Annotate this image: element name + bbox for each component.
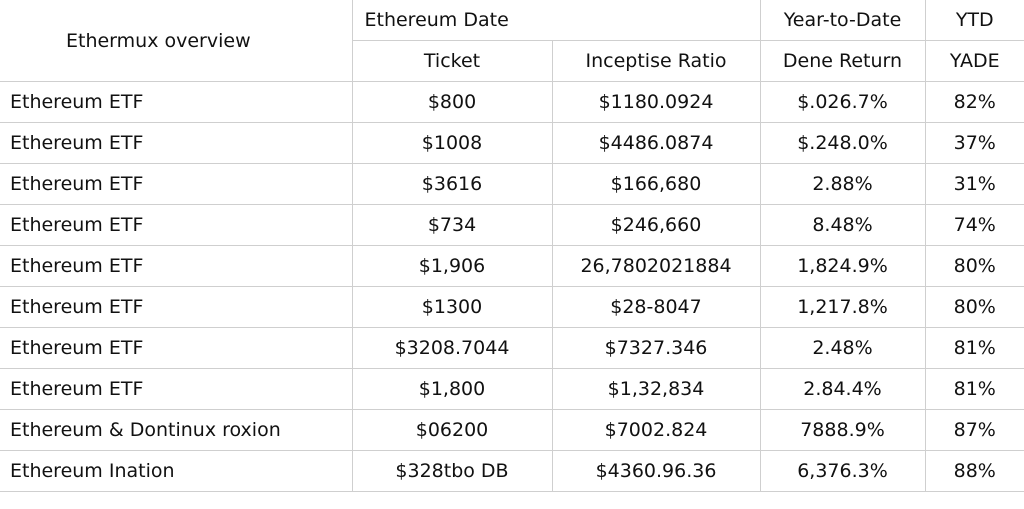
cell: $166,680 [551, 163, 761, 205]
cell: $1,800 [351, 368, 553, 410]
cell: 1,824.9% [759, 245, 926, 287]
table-row: Ethereum ETF $1300 $28-8047 1,217.8% 80% [0, 286, 1024, 328]
row-label: Ethereum & Dontinux roxion [0, 409, 353, 451]
cell: $734 [351, 204, 553, 246]
row-label: Ethereum Ination [0, 450, 353, 492]
cell: 81% [924, 368, 1024, 410]
cell: $7327.346 [551, 327, 761, 369]
table-row: Ethereum ETF $3616 $166,680 2.88% 31% [0, 163, 1024, 205]
group-header: Ethereum Date [351, 0, 761, 41]
row-label: Ethereum ETF [0, 163, 353, 205]
table-title: Ethermux overview [0, 0, 353, 82]
cell: 31% [924, 163, 1024, 205]
cell: $4486.0874 [551, 122, 761, 164]
cell: 82% [924, 81, 1024, 123]
row-label: Ethereum ETF [0, 327, 353, 369]
cell: $3208.7044 [351, 327, 553, 369]
cell: 74% [924, 204, 1024, 246]
row-label: Ethereum ETF [0, 81, 353, 123]
cell: $.026.7% [759, 81, 926, 123]
overview-table: Ethermux overview Ethereum Date Year-to-… [0, 0, 1024, 492]
row-label: Ethereum ETF [0, 122, 353, 164]
cell: $328tbo DB [351, 450, 553, 492]
cell: 87% [924, 409, 1024, 451]
table-row: Ethereum ETF $3208.7044 $7327.346 2.48% 81% [0, 327, 1024, 369]
row-label: Ethereum ETF [0, 286, 353, 328]
table-row: Ethereum Ination $328tbo DB $4360.96.36 6,3… [0, 450, 1024, 492]
cell: $.248.0% [759, 122, 926, 164]
table-row: Ethereum ETF $734 $246,660 8.48% 74% [0, 204, 1024, 246]
cell: 80% [924, 245, 1024, 287]
cell: $800 [351, 81, 553, 123]
group-header: Year-to-Date [759, 0, 926, 41]
table-row: Ethereum ETF $1,800 $1,32,834 2.84.4% 81% [0, 368, 1024, 410]
cell: $1,32,834 [551, 368, 761, 410]
cell: 2.84.4% [759, 368, 926, 410]
cell: 6,376.3% [759, 450, 926, 492]
cell: 8.48% [759, 204, 926, 246]
table-row: Ethereum ETF $1008 $4486.0874 $.248.0% 37% [0, 122, 1024, 164]
cell: 80% [924, 286, 1024, 328]
table-header: Ethermux overview Ethereum Date Year-to-… [0, 0, 1024, 82]
column-header: Ticket [352, 40, 553, 82]
cell: $1008 [351, 122, 553, 164]
row-label: Ethereum ETF [0, 368, 353, 410]
cell: $4360.96.36 [551, 450, 761, 492]
table-row: Ethereum & Dontinux roxion $06200 $7002.82… [0, 409, 1024, 451]
table-row: Ethereum ETF $800 $1180.0924 $.026.7% 82% [0, 81, 1024, 123]
cell: $7002.824 [551, 409, 761, 451]
cell: 2.88% [759, 163, 926, 205]
cell: $1,906 [351, 245, 553, 287]
row-label: Ethereum ETF [0, 245, 353, 287]
column-header: Inceptise Ratio [551, 40, 761, 82]
cell: $06200 [351, 409, 553, 451]
cell: 7888.9% [759, 409, 926, 451]
cell: 37% [924, 122, 1024, 164]
cell: $1300 [351, 286, 553, 328]
cell: 1,217.8% [759, 286, 926, 328]
row-label: Ethereum ETF [0, 204, 353, 246]
column-header: YADE [924, 40, 1024, 82]
cell: 2.48% [759, 327, 926, 369]
group-header: YTD [924, 0, 1024, 41]
table-body: Ethereum ETF $800 $1180.0924 $.026.7% 82% Eth… [0, 81, 1024, 492]
column-header: Dene Return [759, 40, 926, 82]
cell: $3616 [351, 163, 553, 205]
cell: 26,7802021884 [551, 245, 761, 287]
cell: $1180.0924 [551, 81, 761, 123]
header-row: Ethermux overview Ethereum Date Year-to-… [0, 0, 1024, 82]
cell: $246,660 [551, 204, 761, 246]
table-row: Ethereum ETF $1,906 26,7802021884 1,824.9% 8… [0, 245, 1024, 287]
cell: $28-8047 [551, 286, 761, 328]
cell: 81% [924, 327, 1024, 369]
cell: 88% [924, 450, 1024, 492]
